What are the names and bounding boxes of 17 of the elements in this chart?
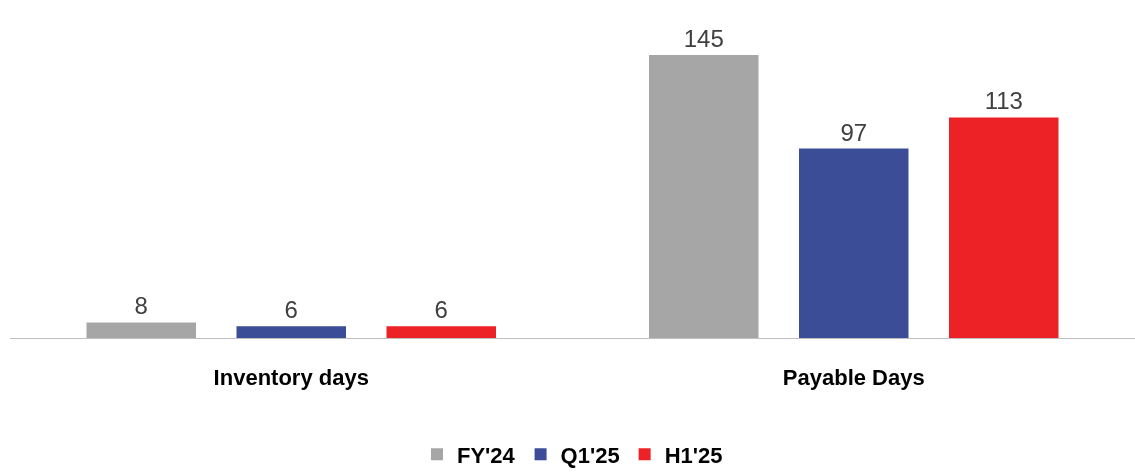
data-label: 145 — [683, 24, 724, 52]
bar — [649, 54, 759, 338]
bar — [86, 322, 196, 338]
bar — [386, 326, 496, 338]
bar — [236, 326, 346, 338]
legend-label: Q1'25 — [560, 442, 620, 468]
legend-label: H1'25 — [664, 442, 723, 468]
bar — [949, 117, 1059, 338]
data-label: 113 — [984, 87, 1023, 115]
x-tick-label: Inventory days — [213, 365, 369, 391]
x-tick-label: Payable Days — [782, 365, 925, 391]
legend-label: FY'24 — [457, 442, 516, 468]
data-label: 6 — [434, 296, 448, 324]
bar — [799, 148, 909, 338]
data-label: 8 — [134, 292, 148, 320]
data-label: 97 — [840, 118, 868, 146]
data-label: 6 — [284, 296, 298, 324]
